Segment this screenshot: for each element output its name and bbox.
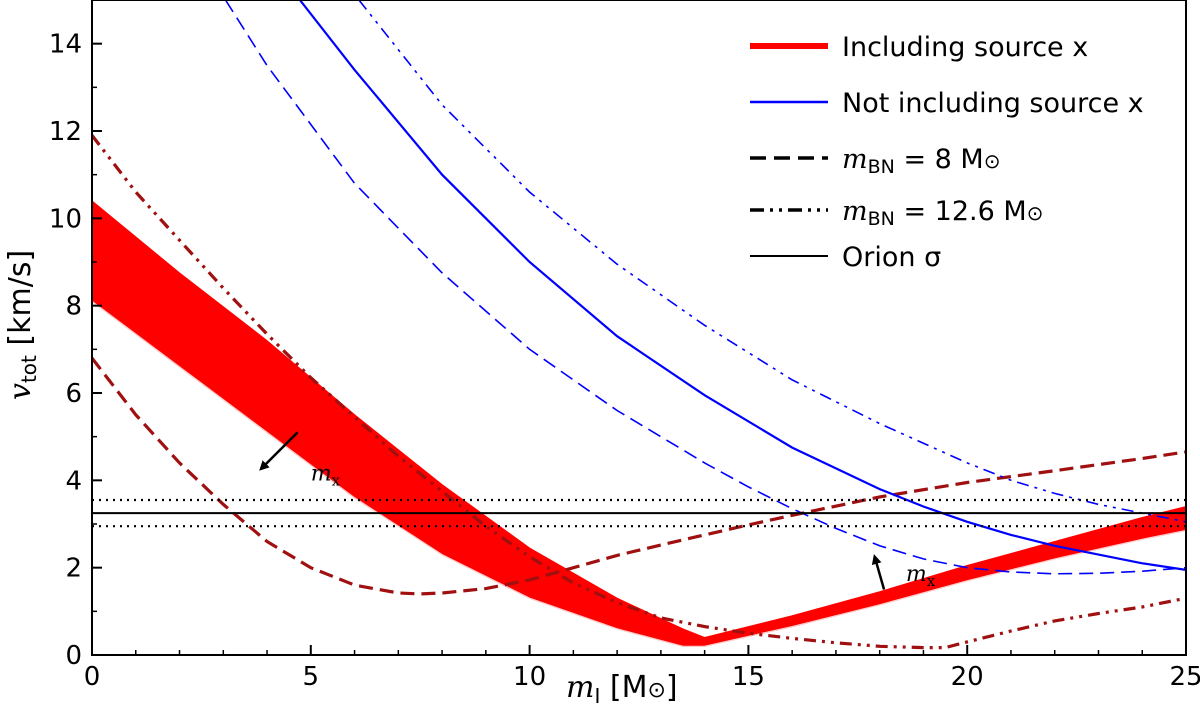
series-layer (92, 0, 1186, 650)
series-line-4 (224, 0, 1186, 575)
y-tick-label: 8 (65, 292, 82, 322)
y-axis-label: vtot [km/s] (3, 250, 41, 400)
legend: Including source x Not including source … (750, 32, 1144, 273)
legend-label-mbn12: mBN = 12.6 M⊙ (842, 196, 1043, 230)
annotation-arrow-1 (871, 554, 886, 590)
x-tick-label: 0 (84, 662, 101, 692)
y-tick-label: 2 (65, 554, 82, 584)
series-line-5 (358, 0, 1186, 523)
x-axis-label: mI [M⊙] (566, 670, 678, 704)
series-band-inner-edge (92, 300, 1186, 647)
legend-label-orion: Orion σ (842, 242, 941, 273)
x-tick-label: 5 (303, 662, 320, 692)
annotation-arrow-0 (259, 431, 299, 471)
y-tick-label: 0 (65, 641, 82, 671)
legend-label-including: Including source x (842, 32, 1088, 63)
y-tick-label: 10 (49, 204, 82, 234)
y-tick-label: 6 (65, 379, 82, 409)
plot-frame (91, 0, 1187, 656)
annotations-layer: mx mx (259, 431, 936, 590)
y-tick-label: 4 (65, 466, 82, 496)
x-tick-label: 10 (513, 662, 546, 692)
legend-label-not-including: Not including source x (842, 88, 1144, 119)
x-tick-label: 15 (732, 662, 765, 692)
annotation-mx-1: mx (906, 562, 936, 590)
x-tick-label: 20 (951, 662, 984, 692)
legend-label-mbn8: mBN = 8 M⊙ (842, 144, 1000, 178)
y-tick-label: 14 (49, 30, 82, 60)
x-tick-label: 25 (1169, 662, 1200, 692)
y-tick-label: 12 (49, 117, 82, 147)
series-line-1 (92, 357, 1186, 596)
series-line-3 (299, 0, 1186, 571)
ticks-layer: 0 5 10 15 20 25 0 2 4 6 8 10 12 14 (49, 30, 1200, 692)
annotation-mx-0: mx (311, 461, 341, 489)
